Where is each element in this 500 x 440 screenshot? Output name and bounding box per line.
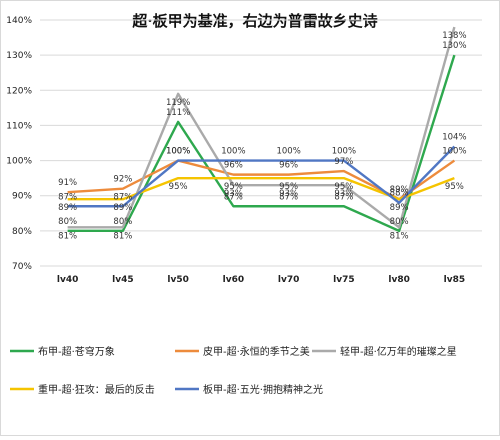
data-label: 87%: [58, 192, 77, 202]
data-label: 95%: [169, 182, 188, 192]
series-line: [67, 26, 456, 229]
data-label: 97%: [334, 157, 353, 167]
data-label: 100%: [221, 147, 245, 157]
data-label: 92%: [113, 175, 132, 185]
data-labels: 80% 80% 111% 87% 87% 87% 80% 130% 91% 92% 100% 96% 9…: [58, 31, 466, 241]
data-label: 100%: [276, 147, 300, 157]
data-label: 104%: [442, 133, 466, 143]
y-axis: 70% 80% 90% 100% 110% 120% 130% 140%: [6, 16, 32, 272]
y-tick-label: 70%: [12, 262, 32, 272]
data-label: 80%: [58, 217, 77, 227]
x-tick-label: lv40: [57, 275, 78, 285]
data-label: 89%: [58, 203, 77, 213]
data-label: 95%: [279, 182, 298, 192]
data-label: 81%: [390, 231, 409, 241]
data-label: 130%: [442, 41, 466, 51]
legend-label: 轻甲-超·亿万年的璀璨之星: [340, 345, 457, 358]
data-label: 111%: [166, 108, 190, 118]
data-label: 93%: [279, 189, 298, 199]
x-tick-label: lv80: [388, 275, 409, 285]
data-label: 87%: [113, 192, 132, 202]
data-label: 138%: [442, 31, 466, 41]
x-tick-label: lv45: [112, 275, 133, 285]
data-label: 89%: [390, 185, 409, 195]
data-label: 96%: [224, 161, 243, 171]
y-tick-label: 120%: [6, 86, 32, 96]
data-label: 80%: [390, 217, 409, 227]
data-label: 100%: [442, 147, 466, 157]
series-line: [67, 54, 456, 233]
data-label: 100%: [166, 147, 190, 157]
y-tick-label: 80%: [12, 227, 32, 237]
data-label: 100%: [332, 147, 356, 157]
y-tick-label: 130%: [6, 51, 32, 61]
y-tick-label: 110%: [6, 121, 32, 131]
chart-title: 超·板甲为基准，右边为普雷故乡史诗: [131, 12, 377, 30]
data-label: 81%: [113, 231, 132, 241]
data-label: 80%: [113, 217, 132, 227]
data-label: 81%: [58, 231, 77, 241]
y-tick-label: 100%: [6, 157, 32, 167]
data-label: 95%: [445, 182, 464, 192]
x-tick-label: lv75: [333, 275, 354, 285]
data-label: 93%: [334, 189, 353, 199]
data-label: 91%: [58, 178, 77, 188]
data-label: 95%: [334, 182, 353, 192]
data-label: 100%: [166, 147, 190, 157]
legend: 布甲-超·苍穹万象 皮甲-超·永恒的季节之美 轻甲-超·亿万年的璀璨之星重甲-超·狂…: [10, 345, 457, 396]
data-label: 96%: [279, 161, 298, 171]
legend-label: 板甲-超·五光·拥抱精神之光: [203, 383, 323, 396]
series-lines: [67, 26, 456, 233]
data-label: 88%: [390, 189, 409, 199]
data-label: 87%: [334, 192, 353, 202]
y-tick-label: 140%: [6, 16, 32, 26]
x-tick-label: lv60: [223, 275, 244, 285]
legend-label: 重甲-超·狂攻：最后的反击: [38, 383, 155, 396]
y-tick-label: 90%: [12, 192, 32, 202]
series-line: [67, 145, 456, 208]
x-axis: lv40 lv45 lv50 lv60 lv70 lv75 lv80 lv85: [57, 275, 465, 285]
x-tick-label: lv50: [167, 275, 188, 285]
data-label: 95%: [224, 182, 243, 192]
data-label: 89%: [113, 203, 132, 213]
x-tick-label: lv70: [278, 275, 299, 285]
data-label: 87%: [224, 192, 243, 202]
data-label: 87%: [279, 192, 298, 202]
legend-label: 布甲-超·苍穹万象: [38, 345, 115, 358]
x-tick-label: lv85: [444, 275, 465, 285]
legend-label: 皮甲-超·永恒的季节之美: [203, 345, 310, 358]
data-label: 119%: [166, 98, 190, 108]
data-label: 93%: [224, 189, 243, 199]
data-label: 89%: [390, 203, 409, 213]
